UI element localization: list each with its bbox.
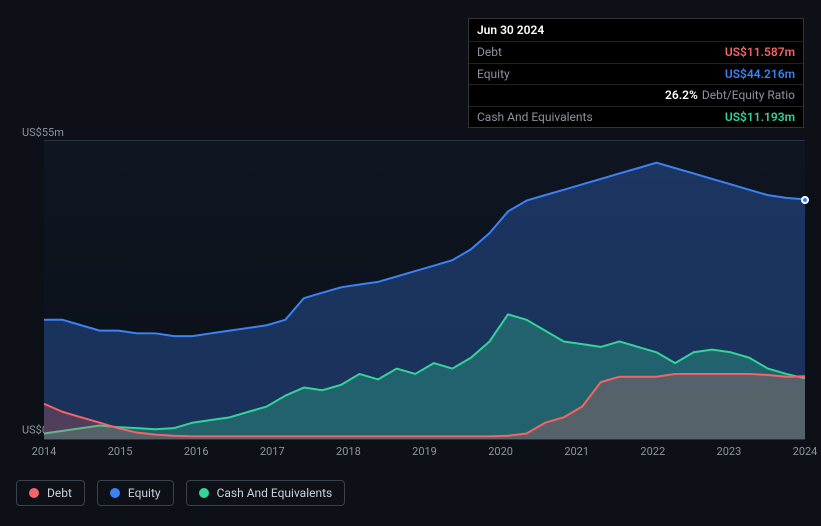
- x-axis-tick: 2017: [260, 445, 285, 458]
- tooltip-row-value: 26.2%Debt/Equity Ratio: [665, 88, 795, 102]
- x-axis-tick: 2021: [564, 445, 589, 458]
- legend-label: Cash And Equivalents: [217, 486, 333, 500]
- x-axis-tick: 2014: [32, 445, 57, 458]
- tooltip-row: 26.2%Debt/Equity Ratio: [469, 84, 803, 105]
- tooltip-row-value: US$11.193m: [725, 110, 795, 124]
- legend-swatch: [199, 488, 209, 498]
- x-axis-tick: 2020: [488, 445, 513, 458]
- legend-label: Equity: [128, 486, 161, 500]
- x-axis-tick: 2019: [412, 445, 437, 458]
- x-axis-tick: 2024: [793, 445, 818, 458]
- legend-swatch: [29, 488, 39, 498]
- x-axis-tick: 2018: [336, 445, 361, 458]
- tooltip-title: Jun 30 2024: [469, 19, 803, 41]
- chart-container: US$55m US$0 2014201520162017201820192020…: [16, 140, 805, 440]
- tooltip-row: Debt US$11.587m: [469, 41, 803, 62]
- x-axis-tick: 2016: [184, 445, 209, 458]
- legend-label: Debt: [47, 486, 72, 500]
- tooltip-row: Equity US$44.216m: [469, 63, 803, 84]
- tooltip-row-value: US$44.216m: [725, 67, 795, 81]
- x-axis-tick: 2022: [640, 445, 665, 458]
- tooltip-row-label: Cash And Equivalents: [477, 110, 593, 124]
- x-axis-tick: 2023: [717, 445, 742, 458]
- chart-tooltip: Jun 30 2024 Debt US$11.587m Equity US$44.21…: [468, 18, 804, 128]
- tooltip-row-label: Debt: [477, 45, 502, 59]
- legend-item-cash[interactable]: Cash And Equivalents: [186, 480, 346, 506]
- chart-end-marker: [801, 196, 809, 204]
- chart-plot-area[interactable]: [44, 140, 805, 440]
- y-axis-max-label: US$55m: [22, 126, 64, 139]
- tooltip-row-value: US$11.587m: [725, 45, 795, 59]
- tooltip-row-sublabel: Debt/Equity Ratio: [702, 88, 795, 102]
- tooltip-row: Cash And Equivalents US$11.193m: [469, 106, 803, 127]
- chart-legend: Debt Equity Cash And Equivalents: [16, 480, 345, 506]
- legend-item-equity[interactable]: Equity: [97, 480, 174, 506]
- tooltip-row-label: Equity: [477, 67, 510, 81]
- legend-item-debt[interactable]: Debt: [16, 480, 85, 506]
- x-axis-tick: 2015: [108, 445, 133, 458]
- legend-swatch: [110, 488, 120, 498]
- chart-svg: [44, 141, 805, 439]
